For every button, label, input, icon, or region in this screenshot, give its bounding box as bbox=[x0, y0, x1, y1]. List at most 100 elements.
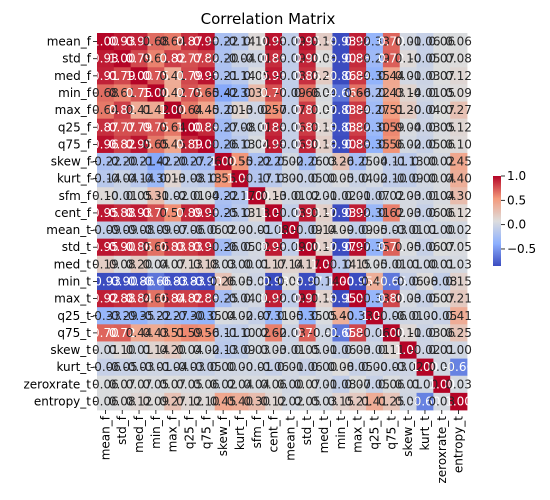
heatmap-cell bbox=[197, 307, 216, 325]
heatmap-cell bbox=[282, 204, 300, 222]
heatmap-cell bbox=[97, 324, 115, 342]
cell-value-label: 0.00 bbox=[210, 360, 237, 374]
cell-value-label: -0.90 bbox=[325, 137, 356, 151]
cell-value-label: 0.08 bbox=[109, 257, 136, 271]
cell-value-label: -0.93 bbox=[258, 274, 289, 288]
heatmap-cell bbox=[265, 152, 283, 171]
cell-value-label: -0.05 bbox=[191, 360, 222, 374]
heatmap-cell bbox=[399, 118, 417, 137]
heatmap-cell bbox=[97, 341, 115, 359]
heatmap-cell bbox=[248, 272, 266, 291]
colorbar: 1.0 0.5 0.0 −0.5 bbox=[493, 169, 536, 266]
cell-value-label: -0.60 bbox=[443, 360, 474, 374]
heatmap-cell bbox=[416, 67, 434, 85]
heatmap-cell bbox=[349, 358, 367, 377]
cell-value-label: -0.06 bbox=[292, 360, 323, 374]
y-tick-label: max_t bbox=[54, 292, 91, 306]
cell-value-label: -0.02 bbox=[241, 274, 272, 288]
cell-value-label: 0.05 bbox=[361, 223, 388, 237]
heatmap-cell bbox=[231, 238, 249, 257]
heatmap-cell bbox=[450, 255, 468, 274]
cell-value-label: 0.84 bbox=[344, 103, 371, 117]
heatmap-cell bbox=[450, 204, 468, 222]
heatmap-cell bbox=[265, 67, 283, 85]
heatmap-cell bbox=[332, 67, 350, 85]
heatmap-cell bbox=[265, 187, 283, 205]
cell-value-label: -0.09 bbox=[90, 223, 121, 237]
heatmap-cell bbox=[450, 67, 468, 85]
cell-value-label: 0.01 bbox=[344, 189, 371, 203]
cell-value-label: -0.25 bbox=[342, 155, 373, 169]
heatmap-cell bbox=[97, 375, 115, 394]
y-tick-label: q25_t bbox=[57, 309, 91, 323]
cell-value-label: 0.04 bbox=[243, 137, 270, 151]
heatmap-cell bbox=[214, 152, 232, 171]
cell-value-label: 0.71 bbox=[294, 326, 321, 340]
cell-value-label: 0.07 bbox=[311, 103, 338, 117]
heatmap-cell bbox=[399, 375, 417, 394]
heatmap-cell bbox=[349, 238, 367, 257]
cell-value-label: -0.01 bbox=[393, 309, 424, 323]
heatmap-cell bbox=[315, 272, 333, 291]
heatmap-cell bbox=[248, 255, 266, 274]
heatmap-cell bbox=[113, 272, 132, 291]
cell-value-label: 0.02 bbox=[378, 189, 405, 203]
cell-value-label: -0.07 bbox=[359, 189, 390, 203]
heatmap-cell bbox=[298, 358, 317, 377]
heatmap-cell bbox=[366, 290, 384, 308]
heatmap-cell bbox=[181, 152, 199, 171]
cell-value-label: -0.09 bbox=[275, 86, 306, 100]
heatmap-cell bbox=[248, 50, 266, 68]
heatmap-cell bbox=[332, 307, 350, 325]
cell-value-label: -0.07 bbox=[157, 223, 188, 237]
heatmap-cell bbox=[197, 324, 216, 342]
heatmap-cell bbox=[349, 204, 367, 222]
cell-value-label: 0.01 bbox=[412, 223, 439, 237]
cell-value-label: -0.31 bbox=[359, 206, 390, 220]
heatmap-cell bbox=[366, 135, 384, 154]
x-tick-label: std_f bbox=[115, 415, 129, 445]
x-tick-label: entropy_t bbox=[452, 416, 466, 473]
cell-value-label: 0.10 bbox=[92, 189, 119, 203]
heatmap-cell bbox=[332, 341, 350, 359]
cell-value-label: -0.97 bbox=[292, 274, 323, 288]
heatmap-cell bbox=[282, 84, 300, 102]
heatmap-cell bbox=[450, 341, 468, 359]
heatmap-cell bbox=[433, 272, 451, 291]
heatmap-cell bbox=[231, 221, 249, 240]
cell-value-label: -0.09 bbox=[292, 223, 323, 237]
cell-value-label: 0.64 bbox=[92, 103, 119, 117]
cell-value-label: -0.90 bbox=[107, 274, 138, 288]
heatmap-cell bbox=[332, 290, 350, 308]
cell-value-label: 0.88 bbox=[109, 292, 136, 306]
heatmap-cell bbox=[298, 221, 317, 240]
heatmap-cell bbox=[298, 290, 317, 308]
cell-value-label: 0.56 bbox=[193, 326, 220, 340]
heatmap-cell bbox=[298, 307, 317, 325]
heatmap-cell bbox=[265, 307, 283, 325]
heatmap-cell bbox=[181, 272, 199, 291]
heatmap-cell bbox=[130, 272, 148, 291]
cell-value-label: -0.06 bbox=[409, 240, 440, 254]
cell-value-label: -0.04 bbox=[224, 52, 255, 66]
heatmap-cell bbox=[399, 392, 417, 411]
cell-value-label: 0.41 bbox=[126, 103, 153, 117]
heatmap-cell bbox=[164, 358, 182, 377]
heatmap-cell bbox=[181, 221, 199, 240]
cell-value-label: 0.87 bbox=[92, 120, 119, 134]
x-tick-label: q75_f bbox=[199, 415, 213, 449]
cell-value-label: -0.08 bbox=[258, 223, 289, 237]
heatmap-cell bbox=[147, 135, 165, 154]
heatmap-cell bbox=[298, 324, 317, 342]
heatmap-cell bbox=[382, 170, 401, 188]
heatmap-cell bbox=[282, 290, 300, 308]
cell-value-label: -0.13 bbox=[224, 206, 255, 220]
heatmap-cell bbox=[248, 152, 266, 171]
cell-value-label: -0.01 bbox=[174, 189, 205, 203]
heatmap-cell bbox=[332, 204, 350, 222]
heatmap-cell bbox=[282, 135, 300, 154]
heatmap-cell bbox=[315, 187, 333, 205]
cell-value-label: -0.08 bbox=[174, 172, 205, 186]
heatmap-cell bbox=[231, 67, 249, 85]
cell-value-label: -0.01 bbox=[241, 120, 272, 134]
